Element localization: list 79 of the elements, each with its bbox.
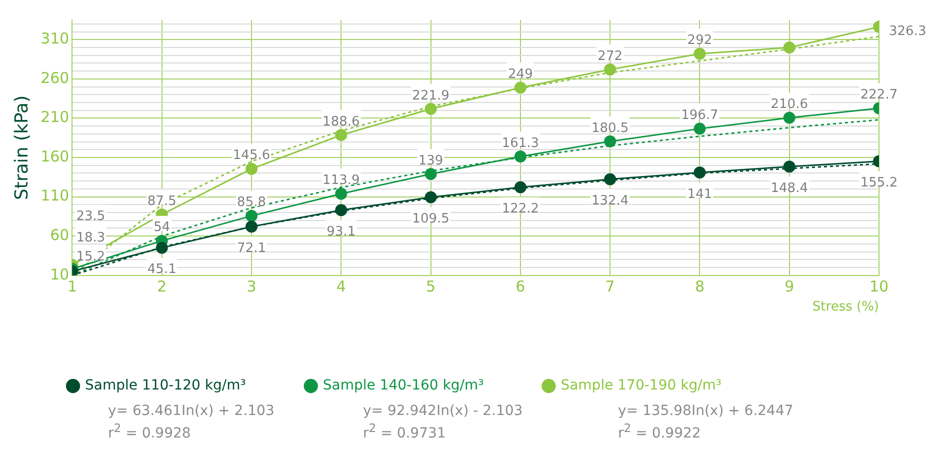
y-tick-label: 210: [40, 108, 70, 126]
text: r$^{2}$ = 0.9928: [108, 420, 192, 443]
text: y= 135.98In(x) + 6.2447: [618, 403, 794, 420]
point: [694, 48, 706, 60]
data-label: 221.9: [412, 88, 450, 104]
data-label: 326.3: [889, 24, 926, 40]
x-axis-title: Stress (%): [812, 300, 879, 315]
data-label: 145.6: [232, 148, 270, 164]
point: [604, 64, 616, 76]
point: [424, 191, 437, 204]
data-label: 292: [687, 33, 712, 48]
data-label: 180.5: [591, 120, 629, 136]
text: r$^{2}$ = 0.9922: [618, 420, 702, 443]
data-label: 45.1: [147, 262, 176, 278]
data-label: 161.3: [502, 136, 540, 151]
point: [694, 166, 706, 178]
x-tick-label: 10: [869, 277, 889, 296]
point: [604, 135, 616, 148]
data-label: 15.2: [76, 250, 106, 265]
point: [424, 168, 437, 180]
y-tick-label: 310: [40, 30, 70, 48]
y-tick-label: 10: [50, 265, 70, 284]
x-tick-label: 2: [157, 277, 167, 296]
legend-label: Sample 170-190 kg/m³: [560, 378, 722, 394]
text: y= 63.461In(x) + 2.103: [108, 403, 276, 420]
point: [783, 160, 796, 173]
point: [783, 42, 796, 54]
x-tick-label: 6: [516, 277, 526, 296]
point: [335, 204, 348, 216]
text: y= 92.942In(x) - 2.103: [363, 403, 524, 420]
x-tick-label: 1: [67, 277, 78, 296]
data-label: 272: [598, 48, 622, 64]
point: [694, 122, 706, 135]
data-label: 54: [154, 220, 170, 236]
point: [156, 242, 168, 254]
data-label: 93.1: [326, 224, 356, 240]
legend-label: Sample 110-120 kg/m³: [85, 378, 246, 394]
x-tick-label: 8: [694, 277, 704, 296]
data-label: 222.7: [860, 88, 898, 103]
data-label: 139: [418, 153, 444, 168]
data-label: 109.5: [412, 212, 450, 227]
y-axis-title: Strain (kPa): [11, 95, 32, 200]
data-label: 249: [508, 66, 533, 82]
point: [246, 220, 258, 233]
data-label: 141: [687, 186, 712, 202]
y-tick-label: 260: [40, 68, 70, 87]
data-label: 122.2: [502, 202, 540, 217]
data-label: 18.3: [76, 230, 106, 246]
point: [514, 82, 526, 94]
data-label: 210.6: [770, 97, 808, 112]
point: [246, 162, 258, 175]
data-label: 85.8: [237, 195, 266, 210]
x-tick-label: 3: [246, 277, 256, 296]
y-tick-label: 110: [40, 186, 70, 205]
point: [604, 173, 616, 186]
y-tick-label: 160: [40, 147, 70, 166]
y-tick-label: 60: [50, 226, 70, 244]
point: [424, 102, 437, 115]
x-tick-label: 5: [426, 277, 436, 296]
data-label: 148.4: [770, 181, 808, 196]
data-label: 132.4: [591, 194, 629, 209]
data-label: 188.6: [322, 114, 360, 130]
point: [335, 129, 348, 142]
point: [514, 150, 526, 162]
point: [783, 112, 796, 124]
point: [514, 181, 526, 194]
data-label: 196.7: [681, 108, 718, 124]
text: r$^{2}$ = 0.9731: [363, 420, 447, 443]
data-label: 23.5: [76, 209, 106, 224]
point: [246, 210, 258, 222]
data-label: 113.9: [322, 173, 360, 188]
x-tick-label: 7: [605, 277, 615, 296]
x-tick-label: 4: [336, 277, 346, 296]
x-tick-label: 9: [784, 277, 794, 296]
point: [335, 188, 348, 200]
data-label: 155.2: [860, 176, 898, 191]
legend-label: Sample 140-160 kg/m³: [322, 378, 484, 394]
data-label: 72.1: [237, 240, 266, 256]
data-label: 87.5: [147, 194, 176, 209]
